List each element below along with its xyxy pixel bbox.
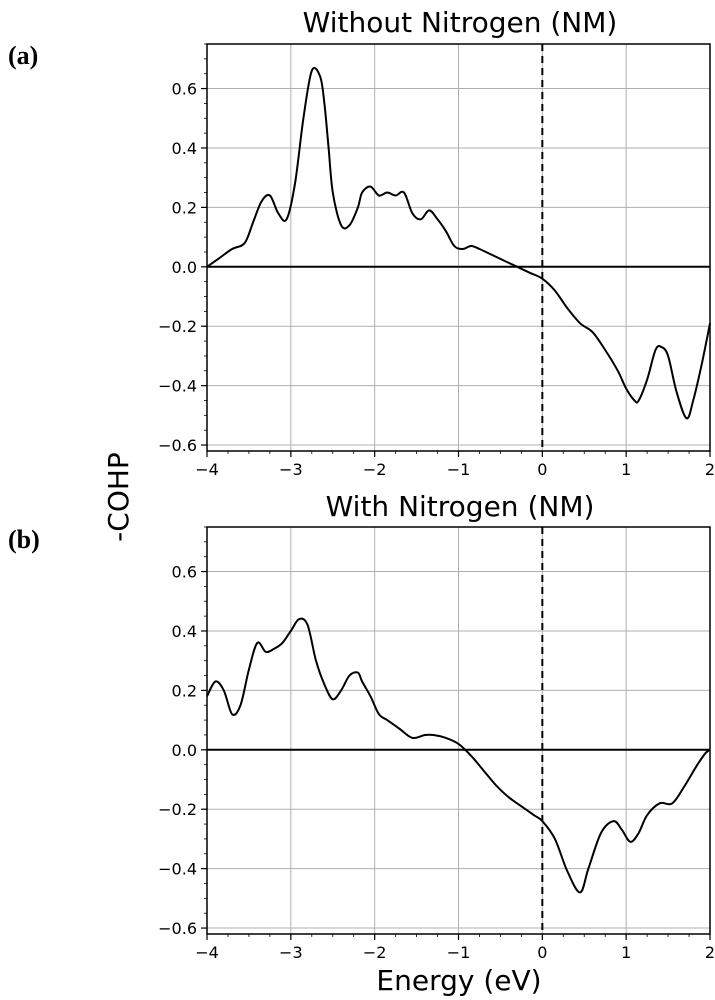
panel-b-ytick-label-6: 0.6 — [172, 563, 197, 582]
panel-a-xtick-label-3: −1 — [447, 460, 471, 479]
panel-a-xtick-label-0: −4 — [195, 460, 219, 479]
panel-b-grid — [206, 527, 711, 934]
panel-a-xtick-label-1: −3 — [279, 460, 303, 479]
panel-a-xtick-label-4: 0 — [537, 460, 547, 479]
panel-a-xtick-label-5: 1 — [621, 460, 631, 479]
panel-b-ytick-label-3: 0.0 — [172, 741, 197, 760]
panel-b-xtick-label-3: −1 — [447, 943, 471, 962]
panel-a: (a) Without Nitrogen (NM) −4 −3 −2 −1 0 1 2 −0.… — [8, 6, 715, 479]
panel-b-xtick-label-4: 0 — [537, 943, 547, 962]
panel-a-ytick-label-2: −0.2 — [158, 317, 197, 336]
panel-a-ytick-label-0: −0.6 — [158, 436, 197, 455]
panel-b-ytick-label-2: −0.2 — [158, 800, 197, 819]
y-axis-label: -COHP — [102, 452, 135, 542]
panel-b-xtick-label-1: −3 — [279, 943, 303, 962]
panel-b-xtick-label-6: 2 — [705, 943, 715, 962]
panel-b-xtick-label-5: 1 — [621, 943, 631, 962]
panel-a-ytick-label-3: 0.0 — [172, 258, 197, 277]
panel-a-title: Without Nitrogen (NM) — [303, 6, 618, 39]
panel-a-ticks: −4 −3 −2 −1 0 1 2 −0.6 −0.4 −0.2 0.0 0.2 0.4 0.6 — [158, 43, 715, 479]
panel-a-xtick-label-6: 2 — [705, 460, 715, 479]
panel-b-title: With Nitrogen (NM) — [326, 490, 595, 523]
panel-a-ytick-label-4: 0.2 — [172, 198, 197, 217]
panel-b-cohp-line — [206, 617, 711, 894]
panel-a-ytick-label-5: 0.4 — [172, 139, 197, 158]
panel-b-xtick-label-2: −2 — [363, 943, 387, 962]
panel-b-ytick-label-1: −0.4 — [158, 860, 197, 879]
x-axis-label: Energy (eV) — [376, 964, 541, 997]
panel-a-ytick-label-1: −0.4 — [158, 377, 197, 396]
panel-b-ytick-label-5: 0.4 — [172, 622, 197, 641]
panel-a-label: (a) — [8, 41, 38, 70]
panel-a-ytick-label-6: 0.6 — [172, 80, 197, 99]
panel-b-xtick-label-0: −4 — [195, 943, 219, 962]
panel-b-ytick-label-0: −0.6 — [158, 919, 197, 938]
panel-b-ticks: −4 −3 −2 −1 0 1 2 −0.6 −0.4 −0.2 0.0 0.2 0.4 0.6 — [158, 526, 715, 962]
panel-b-label: (b) — [8, 525, 40, 554]
panel-a-cohp-line — [206, 66, 711, 420]
panel-b: (b) With Nitrogen (NM) −4 −3 −2 −1 0 1 2 −0.6 −0… — [8, 490, 715, 962]
panel-a-xtick-label-2: −2 — [363, 460, 387, 479]
panel-b-ytick-label-4: 0.2 — [172, 681, 197, 700]
